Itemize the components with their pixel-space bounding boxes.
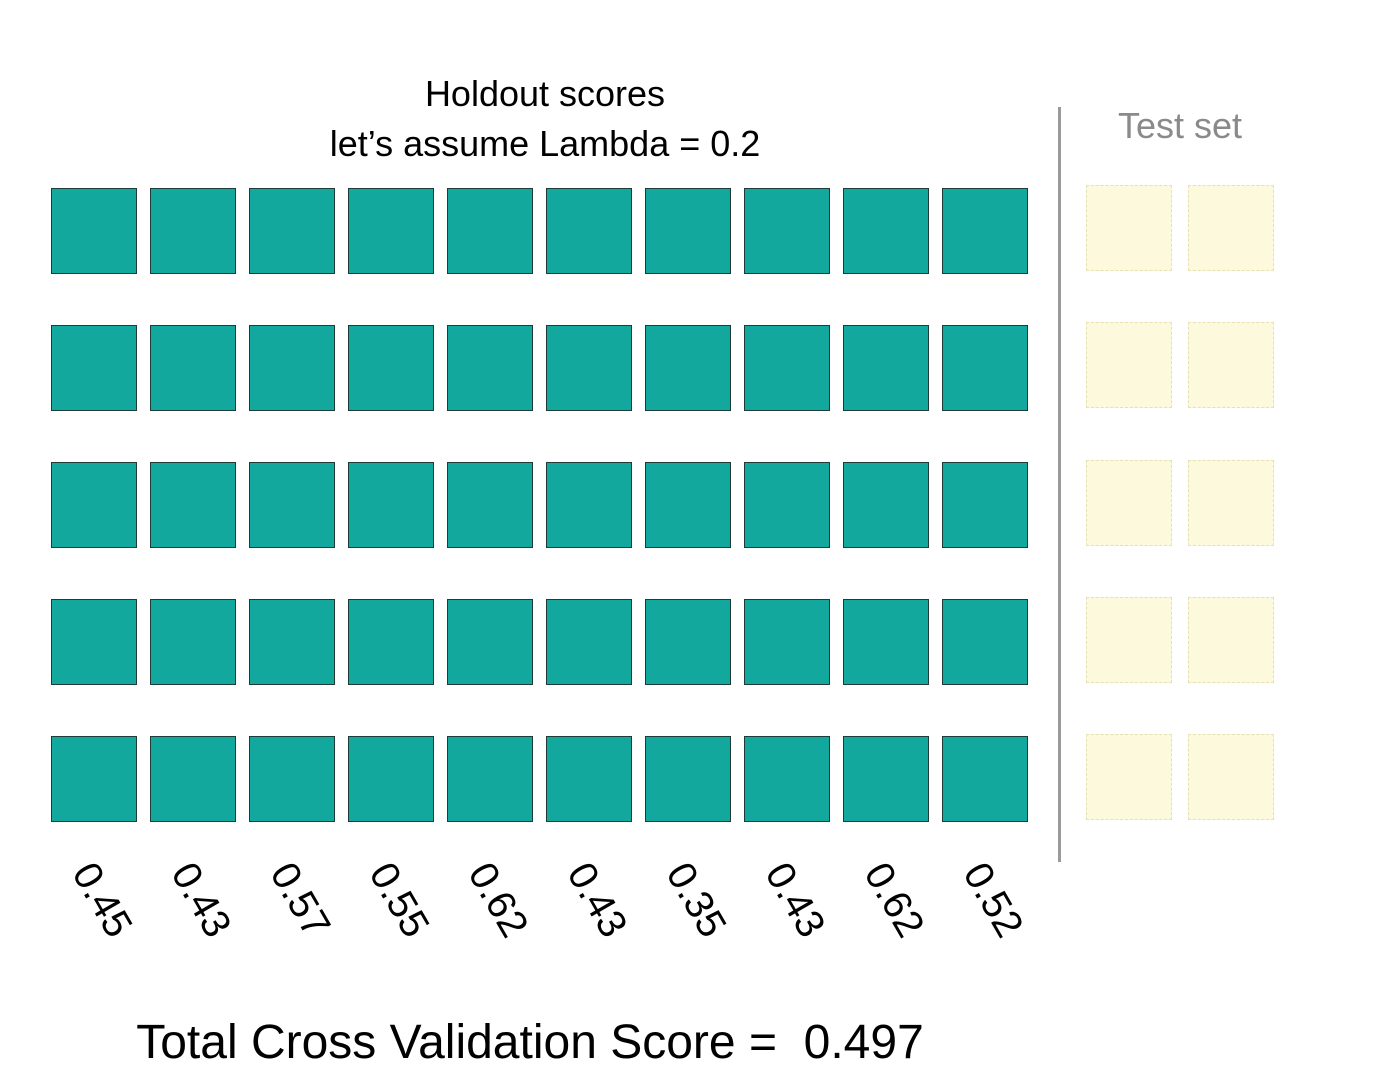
- train-fold-cell: [348, 188, 434, 274]
- test-set-cell: [1188, 322, 1274, 408]
- train-fold-cell: [348, 599, 434, 685]
- test-set-cell: [1188, 734, 1274, 820]
- train-fold-cell: [942, 736, 1028, 822]
- train-fold-cell: [744, 188, 830, 274]
- train-fold-cell: [51, 188, 137, 274]
- train-fold-cell: [447, 325, 533, 411]
- train-fold-cell: [150, 188, 236, 274]
- train-fold-cell: [447, 188, 533, 274]
- train-fold-cell: [843, 462, 929, 548]
- train-fold-cell: [150, 599, 236, 685]
- train-fold-cell: [843, 325, 929, 411]
- train-fold-cell: [348, 325, 434, 411]
- train-fold-cell: [51, 736, 137, 822]
- train-fold-cell: [150, 736, 236, 822]
- train-fold-cell: [150, 462, 236, 548]
- train-fold-cell: [843, 188, 929, 274]
- test-set-cell: [1188, 597, 1274, 683]
- train-fold-cell: [51, 325, 137, 411]
- train-fold-cell: [645, 325, 731, 411]
- train-fold-cell: [744, 599, 830, 685]
- test-set-cell: [1086, 460, 1172, 546]
- train-test-divider: [1058, 107, 1061, 862]
- test-set-cell: [1188, 460, 1274, 546]
- test-set-cell: [1086, 734, 1172, 820]
- train-fold-cell: [744, 736, 830, 822]
- test-set-label: Test set: [1117, 105, 1243, 146]
- train-fold-cell: [942, 462, 1028, 548]
- train-fold-cell: [348, 462, 434, 548]
- train-fold-cell: [348, 736, 434, 822]
- train-fold-cell: [150, 325, 236, 411]
- train-fold-cell: [249, 188, 335, 274]
- train-fold-cell: [546, 325, 632, 411]
- train-fold-cell: [546, 599, 632, 685]
- train-fold-cell: [447, 599, 533, 685]
- train-fold-cell: [249, 325, 335, 411]
- train-fold-cell: [249, 462, 335, 548]
- train-fold-cell: [51, 462, 137, 548]
- train-fold-cell: [645, 736, 731, 822]
- train-fold-cell: [249, 599, 335, 685]
- train-fold-cell: [744, 325, 830, 411]
- train-fold-cell: [843, 599, 929, 685]
- train-fold-cell: [546, 188, 632, 274]
- diagram-title: Holdout scores: [424, 73, 666, 114]
- train-fold-cell: [744, 462, 830, 548]
- diagram-subtitle: let’s assume Lambda = 0.2: [329, 123, 761, 164]
- train-fold-cell: [942, 325, 1028, 411]
- train-fold-cell: [645, 462, 731, 548]
- test-set-cell: [1188, 185, 1274, 271]
- train-fold-cell: [942, 188, 1028, 274]
- train-fold-cell: [447, 736, 533, 822]
- test-set-cell: [1086, 322, 1172, 408]
- train-fold-cell: [942, 599, 1028, 685]
- train-fold-cell: [843, 736, 929, 822]
- test-set-cell: [1086, 185, 1172, 271]
- train-fold-cell: [249, 736, 335, 822]
- train-fold-cell: [51, 599, 137, 685]
- train-fold-cell: [645, 599, 731, 685]
- test-set-cell: [1086, 597, 1172, 683]
- train-fold-cell: [447, 462, 533, 548]
- train-fold-cell: [645, 188, 731, 274]
- train-fold-cell: [546, 736, 632, 822]
- train-fold-cell: [546, 462, 632, 548]
- total-cv-score: Total Cross Validation Score = 0.497: [136, 1016, 924, 1069]
